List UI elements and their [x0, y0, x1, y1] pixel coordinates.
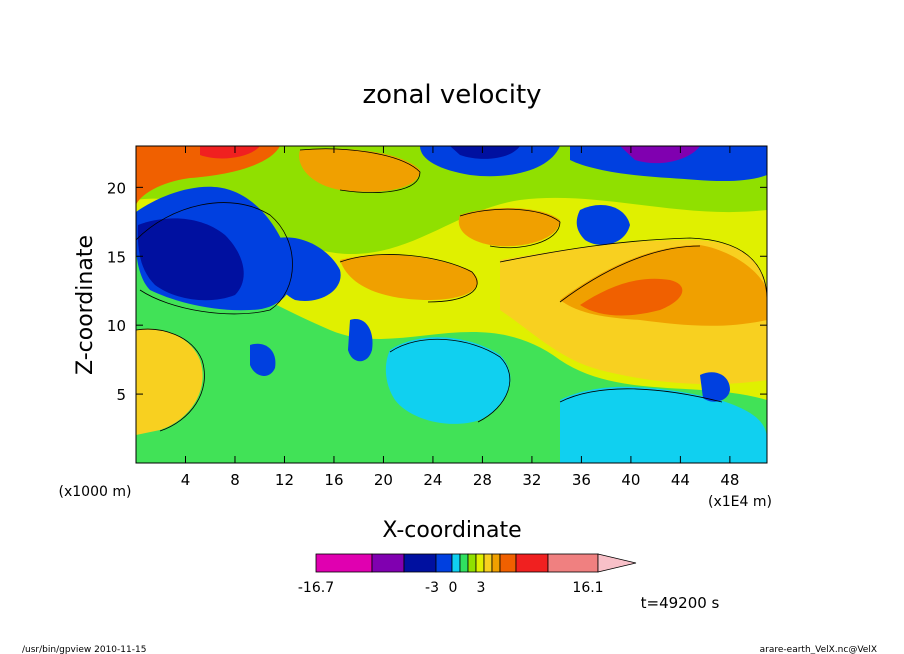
field-region-yellowgreen-top: [136, 146, 767, 255]
footer-left: /usr/bin/gpview 2010-11-15: [22, 645, 146, 654]
footer-right: arare-earth_VelX.nc@VelX: [760, 645, 877, 654]
x-axis-label: X-coordinate: [382, 518, 521, 543]
colorbar-segment: [451, 553, 461, 573]
field-region-orange-upper: [458, 208, 560, 247]
colorbar-segment: [499, 553, 517, 573]
y-tick-label: 5: [116, 386, 126, 404]
x-tick-label: 36: [572, 471, 591, 489]
colorbar-segment: [403, 553, 437, 573]
field-region-darkblue-left: [137, 218, 244, 301]
time-label: t=49200 s: [641, 594, 720, 612]
colorbar-segment: [315, 553, 373, 573]
field-region-blue-dot-center: [348, 319, 373, 362]
field-region-darkblue-top: [450, 146, 520, 159]
y-tick-label: 20: [107, 179, 126, 197]
x-tick-label: 12: [275, 471, 294, 489]
colorbar-extension-arrow: [597, 553, 637, 573]
colorbar-label: 16.1: [572, 580, 603, 596]
colorbar-segment: [459, 553, 469, 573]
field-region-darkorange-right: [580, 278, 683, 316]
field-region-darkorange-top-left: [136, 146, 280, 205]
x-unit-right-label: (x1E4 m): [708, 494, 772, 510]
colorbar-label: 0: [449, 580, 458, 596]
colorbar-segment: [547, 553, 599, 573]
contour-lines: [136, 148, 767, 432]
field-region-blue-small: [576, 205, 630, 245]
colorbar-segment: [483, 553, 493, 573]
colorbar-segment: [435, 553, 453, 573]
x-axis-ticks: 4 8 12 16 20 24 28 32 36 40 44 48: [181, 146, 739, 489]
x-tick-label: 20: [374, 471, 393, 489]
colorbar-segment: [467, 553, 477, 573]
contour-field: [136, 146, 767, 463]
colorbar-labels: -16.7 -3 0 3 16.1: [298, 580, 604, 596]
plot-frame: [135, 145, 768, 464]
field-region-red-top-left: [200, 146, 260, 159]
x-tick-label: 40: [621, 471, 640, 489]
x-tick-label: 16: [324, 471, 343, 489]
field-region-cyan-lower-right: [560, 386, 767, 463]
colorbar-label: -3: [425, 580, 439, 596]
chart-title: zonal velocity: [362, 80, 541, 110]
colorbar: [315, 553, 637, 573]
x-tick-label: 28: [473, 471, 492, 489]
colorbar-segment: [515, 553, 549, 573]
colorbar-label: 3: [477, 580, 486, 596]
field-region-orange-center: [340, 254, 478, 300]
colorbar-segment: [491, 553, 501, 573]
field-region-blue-top-right: [570, 146, 767, 182]
field-region-blue-top: [420, 146, 560, 177]
field-region-blue-dot-left: [250, 343, 276, 376]
x-tick-label: 4: [181, 471, 191, 489]
x-tick-label: 32: [522, 471, 541, 489]
x-unit-left-label: (x1000 m): [59, 484, 132, 500]
colorbar-segment: [475, 553, 485, 573]
x-tick-label: 44: [671, 471, 690, 489]
y-axis-label: Z-coordinate: [73, 235, 98, 375]
x-tick-label: 24: [423, 471, 442, 489]
field-region-gold-left: [136, 328, 203, 435]
colorbar-label: -16.7: [298, 580, 334, 596]
x-tick-label: 48: [720, 471, 739, 489]
y-axis-ticks: 5 10 15 20: [107, 179, 767, 404]
colorbar-segment: [371, 553, 405, 573]
field-region-orange-top: [299, 148, 420, 192]
field-region-cyan-center: [385, 337, 511, 424]
x-tick-label: 8: [230, 471, 240, 489]
y-tick-label: 10: [107, 317, 126, 335]
field-region-blue-dot-right: [700, 372, 730, 402]
field-region-blue-mid: [268, 237, 341, 301]
y-tick-label: 15: [107, 248, 126, 266]
